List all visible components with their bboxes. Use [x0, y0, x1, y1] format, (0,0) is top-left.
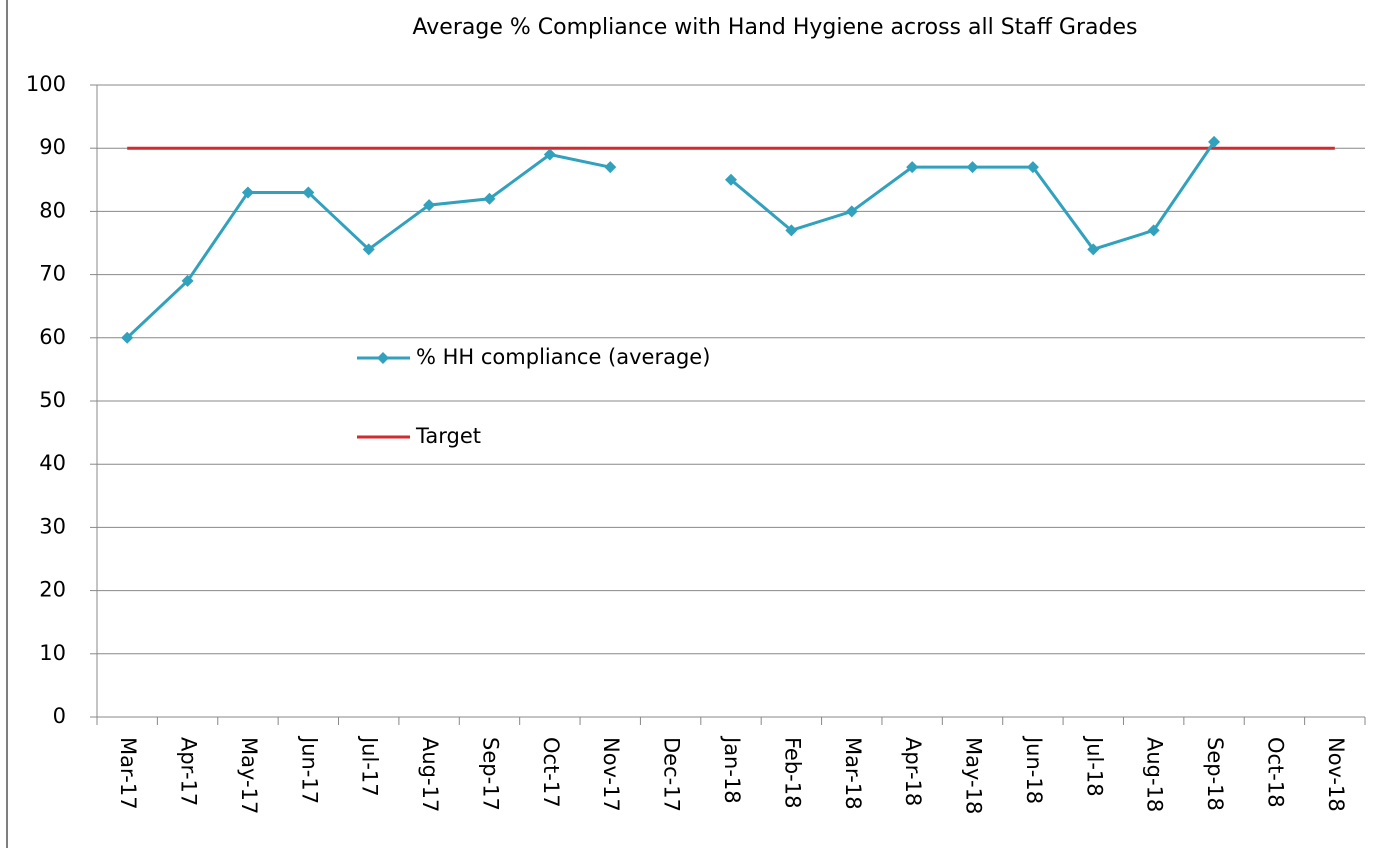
- y-tick-label: 0: [53, 704, 66, 728]
- y-tick-label: 80: [39, 198, 66, 222]
- data-point: [725, 173, 737, 186]
- data-point: [362, 243, 375, 256]
- x-tick-label: Jul-18: [1082, 735, 1106, 797]
- data-point: [121, 331, 134, 344]
- data-point: [785, 224, 798, 237]
- x-tick-label: Feb-18: [780, 737, 804, 808]
- x-tick-label: Apr-18: [901, 737, 925, 806]
- data-point: [543, 148, 556, 161]
- x-tick-label: May-18: [962, 737, 986, 814]
- y-tick-label: 20: [39, 578, 66, 602]
- chart-title: Average % Compliance with Hand Hygiene a…: [413, 15, 1138, 40]
- data-point: [302, 186, 315, 199]
- legend-label: % HH compliance (average): [416, 345, 710, 369]
- y-tick-label: 10: [39, 641, 66, 665]
- x-tick-label: Aug-18: [1143, 737, 1167, 812]
- x-tick-label: Nov-17: [599, 737, 623, 812]
- x-tick-label: Apr-17: [177, 737, 201, 806]
- x-tick-label: Sep-18: [1203, 737, 1227, 811]
- x-tick-label: Oct-18: [1263, 737, 1287, 808]
- x-tick-label: Jan-18: [720, 735, 744, 804]
- x-tick-label: May-17: [237, 737, 261, 814]
- x-tick-label: Oct-17: [539, 737, 563, 808]
- data-point: [1208, 135, 1221, 148]
- y-tick-label: 90: [39, 135, 66, 159]
- x-tick-label: Jun-18: [1022, 735, 1046, 804]
- y-tick-label: 60: [39, 325, 66, 349]
- y-tick-label: 40: [39, 451, 66, 475]
- y-tick-label: 70: [39, 262, 66, 286]
- x-tick-label: Dec-17: [660, 737, 684, 812]
- x-tick-label: Sep-17: [478, 737, 502, 811]
- data-point: [1087, 243, 1100, 256]
- data-point: [483, 192, 496, 205]
- legend-marker: [377, 352, 389, 364]
- data-point: [1147, 224, 1160, 237]
- data-point: [845, 205, 858, 218]
- data-point: [181, 274, 194, 287]
- x-tick-label: Aug-17: [418, 737, 442, 812]
- data-point: [604, 161, 617, 174]
- data-point: [966, 161, 979, 174]
- y-tick-label: 50: [39, 388, 66, 412]
- x-tick-label: Mar-18: [841, 737, 865, 810]
- x-tick-label: Jul-17: [358, 735, 382, 797]
- legend-label: Target: [415, 424, 481, 448]
- data-point: [423, 199, 436, 212]
- x-tick-label: Jun-17: [297, 735, 321, 804]
- x-tick-label: Mar-17: [116, 737, 140, 810]
- y-tick-label: 100: [26, 72, 66, 96]
- data-point: [906, 161, 919, 174]
- x-tick-label: Nov-18: [1324, 737, 1348, 812]
- series-line: [730, 141, 1216, 252]
- data-point: [241, 186, 254, 199]
- data-point: [1026, 161, 1039, 174]
- y-tick-label: 30: [39, 514, 66, 538]
